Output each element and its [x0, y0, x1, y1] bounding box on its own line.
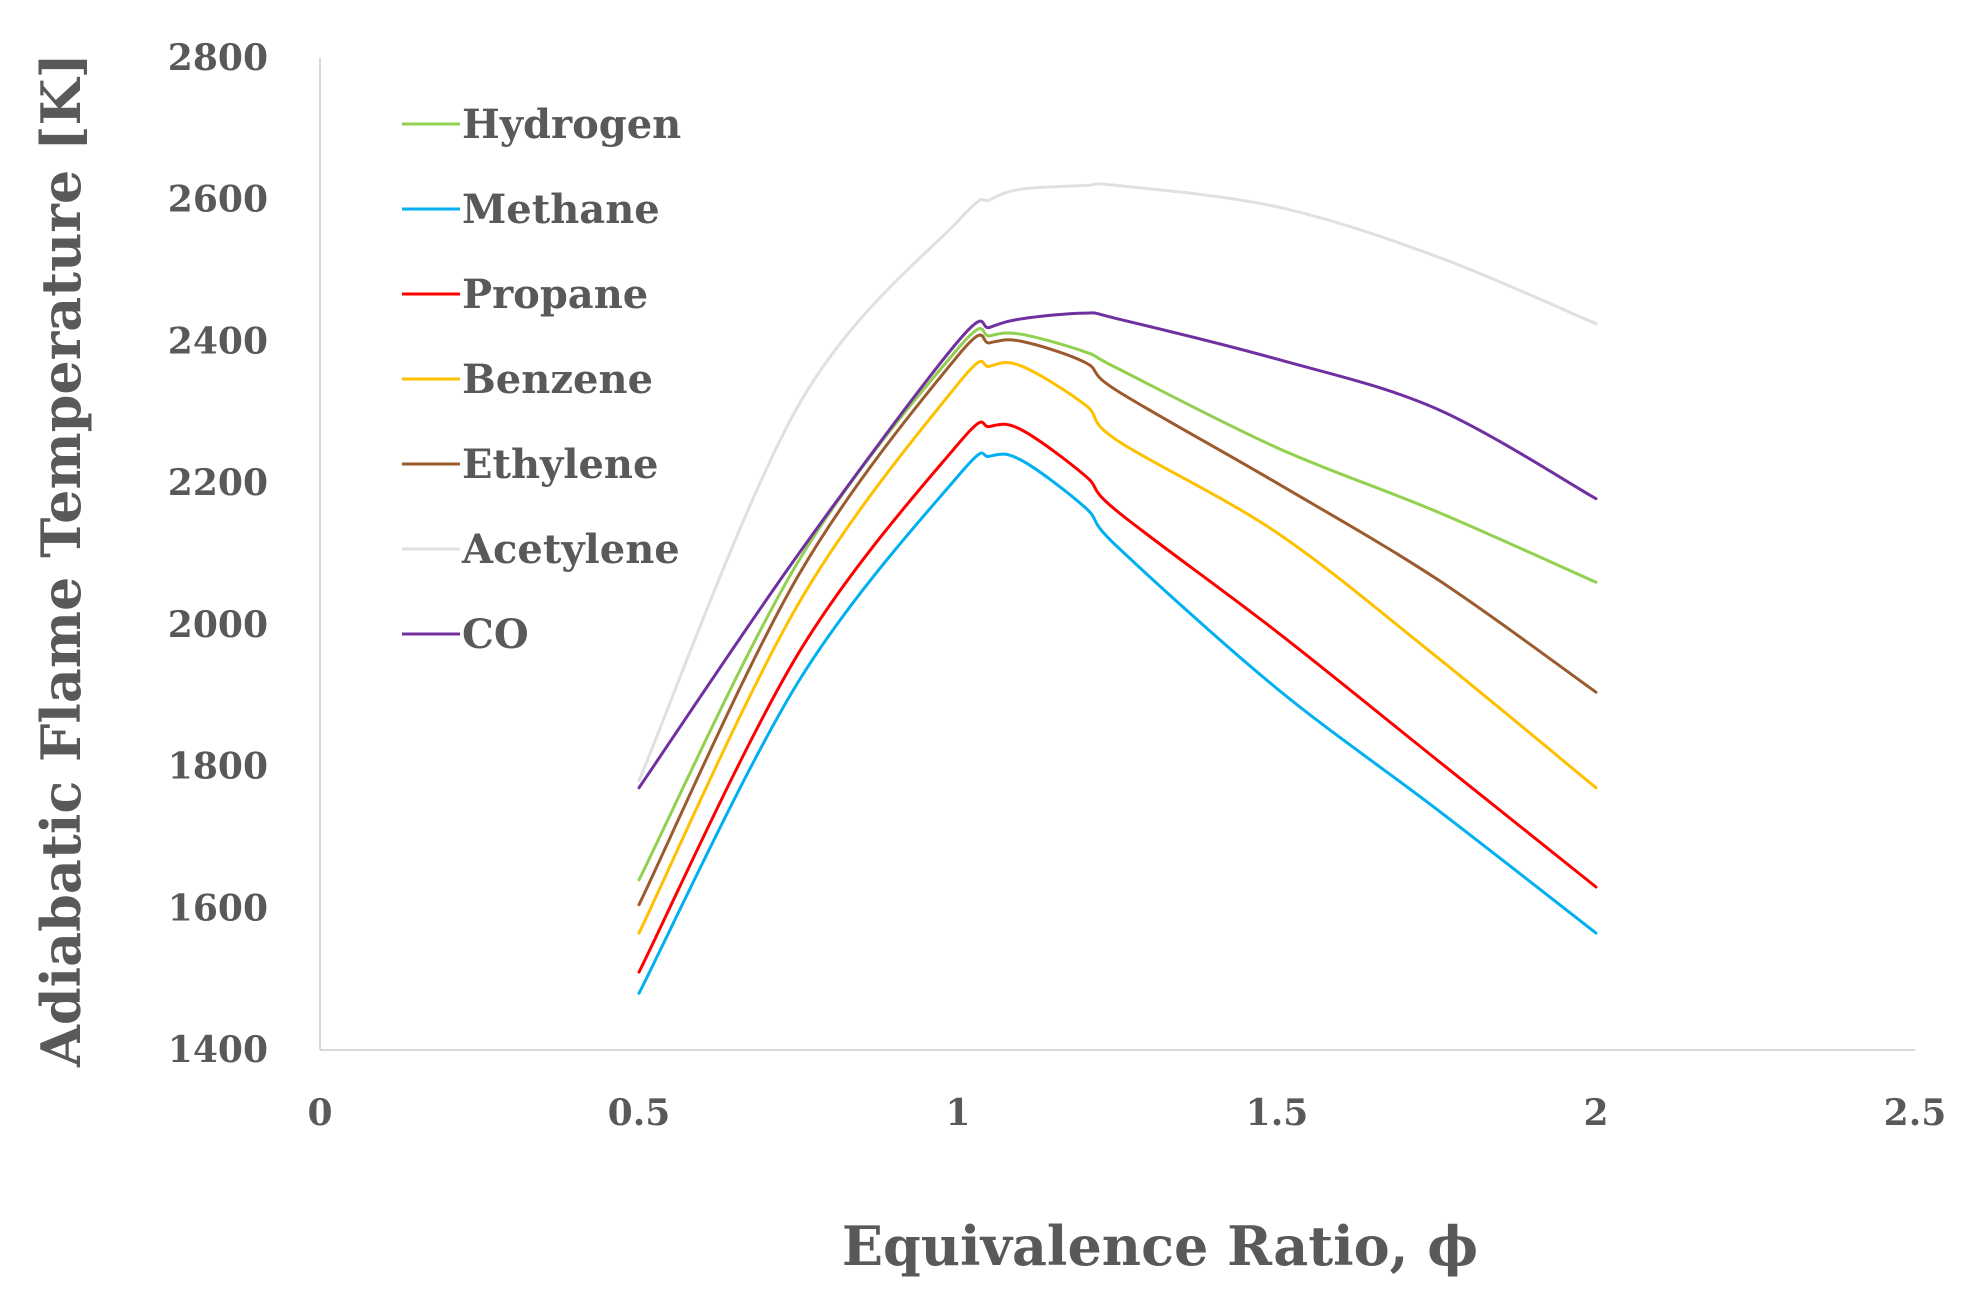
x-tick-labels: 0 0.5 1 1.5 2 2.5 — [307, 1092, 1946, 1134]
legend-item-ethylene: Ethylene — [402, 441, 658, 488]
x-tick-label: 1.5 — [1246, 1092, 1309, 1134]
legend-item-benzene: Benzene — [402, 356, 653, 403]
legend-item-hydrogen: Hydrogen — [402, 101, 681, 148]
x-tick-label: 0.5 — [608, 1092, 671, 1134]
legend-label: Ethylene — [462, 441, 658, 488]
legend-label: Benzene — [462, 356, 653, 403]
y-tick-label: 2400 — [168, 320, 268, 362]
y-tick-label: 1800 — [168, 746, 268, 788]
y-tick-label: 2600 — [168, 179, 268, 221]
y-tick-labels: 1400 1600 1800 2000 2200 2400 2600 2800 — [168, 37, 268, 1071]
legend-label: Propane — [462, 271, 648, 318]
legend-label: Acetylene — [461, 526, 680, 573]
x-tick-label: 1 — [945, 1092, 970, 1134]
y-axis-title: Adiabatic Flame Temperature [K] — [29, 53, 93, 1068]
legend-item-co: CO — [402, 611, 529, 658]
legend-item-acetylene: Acetylene — [402, 526, 680, 573]
y-tick-label: 2200 — [168, 462, 268, 504]
y-tick-label: 1400 — [168, 1029, 268, 1071]
legend-item-propane: Propane — [402, 271, 648, 318]
series-line-co — [637, 311, 1598, 790]
legend-label: Methane — [462, 186, 660, 233]
series-layer — [637, 182, 1598, 995]
x-tick-label: 0 — [307, 1092, 332, 1134]
y-tick-label: 1600 — [168, 887, 268, 929]
legend-label: CO — [462, 611, 529, 658]
x-tick-label: 2.5 — [1884, 1092, 1947, 1134]
series-line-ethylene — [637, 333, 1598, 907]
legend: Hydrogen Methane Propane Benzene Ethylene Ace… — [402, 101, 681, 658]
y-tick-label: 2800 — [168, 37, 268, 79]
series-line-propane — [637, 420, 1598, 974]
legend-item-methane: Methane — [402, 186, 660, 233]
series-line-benzene — [637, 359, 1598, 935]
series-line-acetylene — [637, 182, 1598, 783]
x-axis-title: Equivalence Ratio, ϕ — [842, 1214, 1478, 1278]
series-line-hydrogen — [637, 327, 1598, 882]
series-line-methane — [637, 451, 1598, 995]
legend-label: Hydrogen — [462, 101, 681, 148]
x-tick-label: 2 — [1583, 1092, 1608, 1134]
y-tick-label: 2000 — [168, 604, 268, 646]
